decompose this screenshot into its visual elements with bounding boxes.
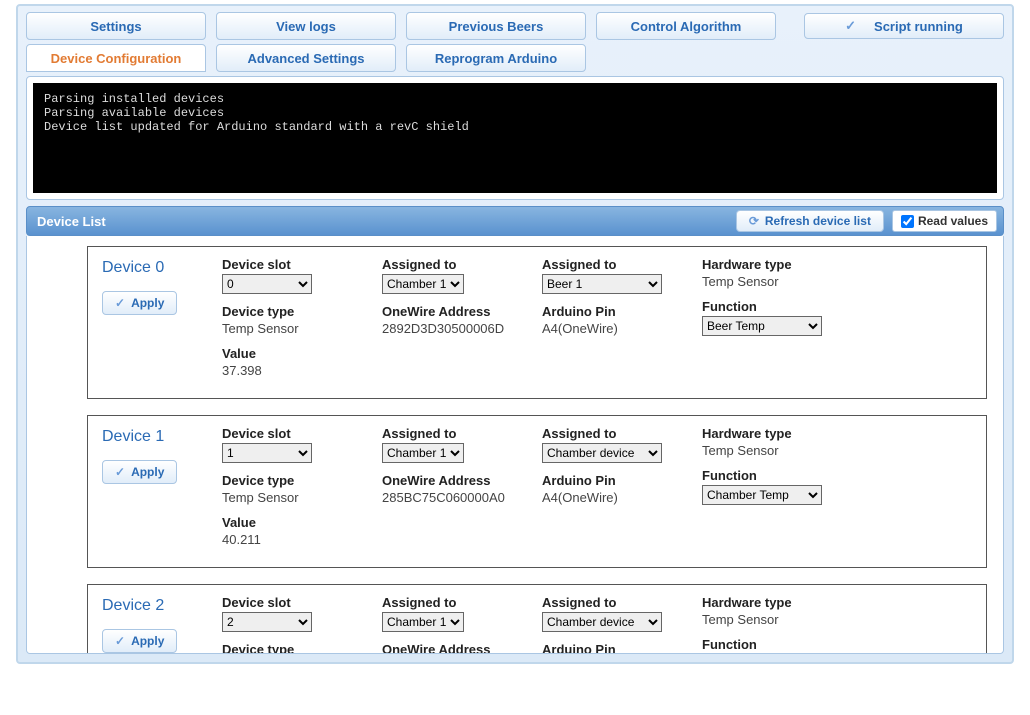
- apply-button[interactable]: ✓ Apply: [102, 629, 177, 653]
- arduino-pin-label: Arduino Pin: [542, 473, 702, 488]
- hardware-type-value: Temp Sensor: [702, 274, 862, 289]
- assigned-to-label: Assigned to: [382, 426, 542, 441]
- assigned-to-label: Assigned to: [382, 595, 542, 610]
- tab-view-logs[interactable]: View logs: [216, 12, 396, 40]
- device-card: Device 2 ✓ Apply Device slot 2 Device type Tem…: [87, 584, 987, 654]
- function-label: Function: [702, 299, 862, 314]
- check-icon: ✓: [115, 634, 125, 648]
- device-slot-label: Device slot: [222, 426, 382, 441]
- tab-row-1: Settings View logs Previous Beers Contro…: [26, 12, 1004, 40]
- device-card: Device 1 ✓ Apply Device slot 1 Device type Tem…: [87, 415, 987, 568]
- read-values-label: Read values: [918, 214, 988, 228]
- device-slot-label: Device slot: [222, 257, 382, 272]
- arduino-pin-value: A4(OneWire): [542, 321, 702, 336]
- script-running-label: Script running: [874, 19, 963, 34]
- assigned-to-target-select[interactable]: Chamber device: [542, 612, 662, 632]
- value-label: Value: [222, 346, 382, 361]
- apply-button[interactable]: ✓ Apply: [102, 460, 177, 484]
- assigned-to-target-select[interactable]: Chamber device: [542, 443, 662, 463]
- check-icon: ✓: [115, 296, 125, 310]
- assigned-to-label: Assigned to: [382, 257, 542, 272]
- hardware-type-label: Hardware type: [702, 257, 862, 272]
- onewire-address-label: OneWire Address: [382, 642, 542, 654]
- device-card: Device 0 ✓ Apply Device slot 0 Device type Tem…: [87, 246, 987, 399]
- value-value: 37.398: [222, 363, 382, 378]
- console-wrapper: Parsing installed devices Parsing availa…: [26, 76, 1004, 200]
- assigned-to-target-select[interactable]: Beer 1: [542, 274, 662, 294]
- device-type-label: Device type: [222, 304, 382, 319]
- value-label: Value: [222, 515, 382, 530]
- device-title: Device 2: [102, 595, 164, 615]
- device-slot-select[interactable]: 0: [222, 274, 312, 294]
- apply-button[interactable]: ✓ Apply: [102, 291, 177, 315]
- main-panel: Settings View logs Previous Beers Contro…: [16, 4, 1014, 664]
- device-title: Device 1: [102, 426, 164, 446]
- hardware-type-label: Hardware type: [702, 595, 862, 610]
- tab-row-2: Device Configuration Advanced Settings R…: [26, 44, 1004, 72]
- assigned-to-chamber-select[interactable]: Chamber 1: [382, 443, 464, 463]
- tab-control-algorithm[interactable]: Control Algorithm: [596, 12, 776, 40]
- assigned-to-label-2: Assigned to: [542, 257, 702, 272]
- tab-device-configuration[interactable]: Device Configuration: [26, 44, 206, 72]
- tab-container: Settings View logs Previous Beers Contro…: [26, 12, 1004, 72]
- apply-label: Apply: [131, 296, 164, 310]
- onewire-address-value: 285BC75C060000A0: [382, 490, 542, 505]
- hardware-type-value: Temp Sensor: [702, 443, 862, 458]
- hardware-type-label: Hardware type: [702, 426, 862, 441]
- check-icon: ✓: [115, 465, 125, 479]
- device-list-header: Device List ⟳ Refresh device list Read v…: [26, 206, 1004, 236]
- device-type-value: Temp Sensor: [222, 321, 382, 336]
- check-icon: ✓: [845, 18, 856, 34]
- value-value: 40.211: [222, 532, 382, 547]
- device-list-scroll[interactable]: Device 0 ✓ Apply Device slot 0 Device type Tem…: [26, 236, 1004, 654]
- onewire-address-label: OneWire Address: [382, 473, 542, 488]
- device-list-title: Device List: [37, 214, 728, 229]
- tab-reprogram-arduino[interactable]: Reprogram Arduino: [406, 44, 586, 72]
- function-select[interactable]: Beer Temp: [702, 316, 822, 336]
- assigned-to-label-2: Assigned to: [542, 426, 702, 441]
- onewire-address-label: OneWire Address: [382, 304, 542, 319]
- assigned-to-label-2: Assigned to: [542, 595, 702, 610]
- device-type-label: Device type: [222, 473, 382, 488]
- device-type-value: Temp Sensor: [222, 490, 382, 505]
- device-type-label: Device type: [222, 642, 382, 654]
- hardware-type-value: Temp Sensor: [702, 612, 862, 627]
- function-label: Function: [702, 468, 862, 483]
- read-values-toggle[interactable]: Read values: [892, 210, 997, 232]
- apply-label: Apply: [131, 465, 164, 479]
- console-output: Parsing installed devices Parsing availa…: [33, 83, 997, 193]
- tab-advanced-settings[interactable]: Advanced Settings: [216, 44, 396, 72]
- refresh-label: Refresh device list: [765, 214, 871, 228]
- assigned-to-chamber-select[interactable]: Chamber 1: [382, 612, 464, 632]
- device-title: Device 0: [102, 257, 164, 277]
- function-label: Function: [702, 637, 862, 652]
- read-values-checkbox[interactable]: [901, 215, 914, 228]
- device-slot-select[interactable]: 2: [222, 612, 312, 632]
- arduino-pin-label: Arduino Pin: [542, 304, 702, 319]
- tab-previous-beers[interactable]: Previous Beers: [406, 12, 586, 40]
- onewire-address-value: 2892D3D30500006D: [382, 321, 542, 336]
- device-slot-label: Device slot: [222, 595, 382, 610]
- refresh-device-list-button[interactable]: ⟳ Refresh device list: [736, 210, 884, 232]
- apply-label: Apply: [131, 634, 164, 648]
- device-slot-select[interactable]: 1: [222, 443, 312, 463]
- refresh-icon: ⟳: [749, 214, 759, 228]
- arduino-pin-label: Arduino Pin: [542, 642, 702, 654]
- function-select[interactable]: Chamber Temp: [702, 485, 822, 505]
- assigned-to-chamber-select[interactable]: Chamber 1: [382, 274, 464, 294]
- script-running-indicator: ✓ Script running: [804, 13, 1004, 39]
- arduino-pin-value: A4(OneWire): [542, 490, 702, 505]
- tab-settings[interactable]: Settings: [26, 12, 206, 40]
